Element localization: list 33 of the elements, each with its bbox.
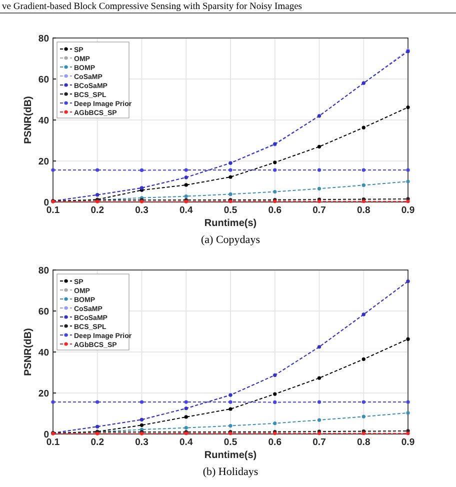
x-tick-label: 0.7: [312, 205, 326, 216]
x-tick-label: 0.8: [357, 437, 370, 448]
y-tick-label: 60: [38, 74, 49, 86]
x-tick-label: 0.9: [401, 205, 415, 216]
x-axis-title: Runtime(s): [204, 218, 257, 229]
x-tick-label: 0.5: [224, 437, 238, 448]
x-tick-label: 0.2: [90, 205, 104, 216]
y-tick-label: 20: [38, 388, 49, 400]
x-tick-label: 0.3: [135, 205, 148, 216]
x-tick-label: 0.9: [401, 437, 415, 448]
x-tick-label: 0.6: [268, 437, 282, 448]
y-axis-title: PSNR(dB): [23, 328, 34, 376]
y-tick-label: 20: [38, 156, 49, 168]
x-tick-label: 0.5: [224, 205, 238, 216]
x-tick-label: 0.7: [312, 437, 326, 448]
x-tick-label: 0.2: [90, 437, 104, 448]
x-axis-title: Runtime(s): [204, 450, 257, 461]
text: (a) Copydays: [201, 234, 260, 246]
x-tick-label: 0.4: [180, 205, 194, 216]
x-tick-label: 0.4: [180, 437, 194, 448]
y-tick-label: 80: [38, 34, 49, 44]
x-tick-label: 0.6: [268, 205, 282, 216]
text: (b) Holidays: [202, 466, 258, 478]
x-tick-label: 0.8: [357, 205, 370, 216]
y-axis-title: PSNR(dB): [23, 96, 34, 144]
y-tick-label: 80: [38, 266, 49, 276]
x-tick-label: 0.3: [135, 437, 148, 448]
text: ve Gradient-based Block Compressive Sensing with Sparsity for Noisy Images: [2, 2, 302, 12]
y-tick-label: 60: [38, 306, 49, 318]
x-tick-label: 0.1: [46, 437, 60, 448]
x-tick-label: 0.1: [46, 205, 60, 216]
y-tick-label: 40: [38, 348, 49, 358]
y-tick-label: 40: [38, 116, 49, 126]
